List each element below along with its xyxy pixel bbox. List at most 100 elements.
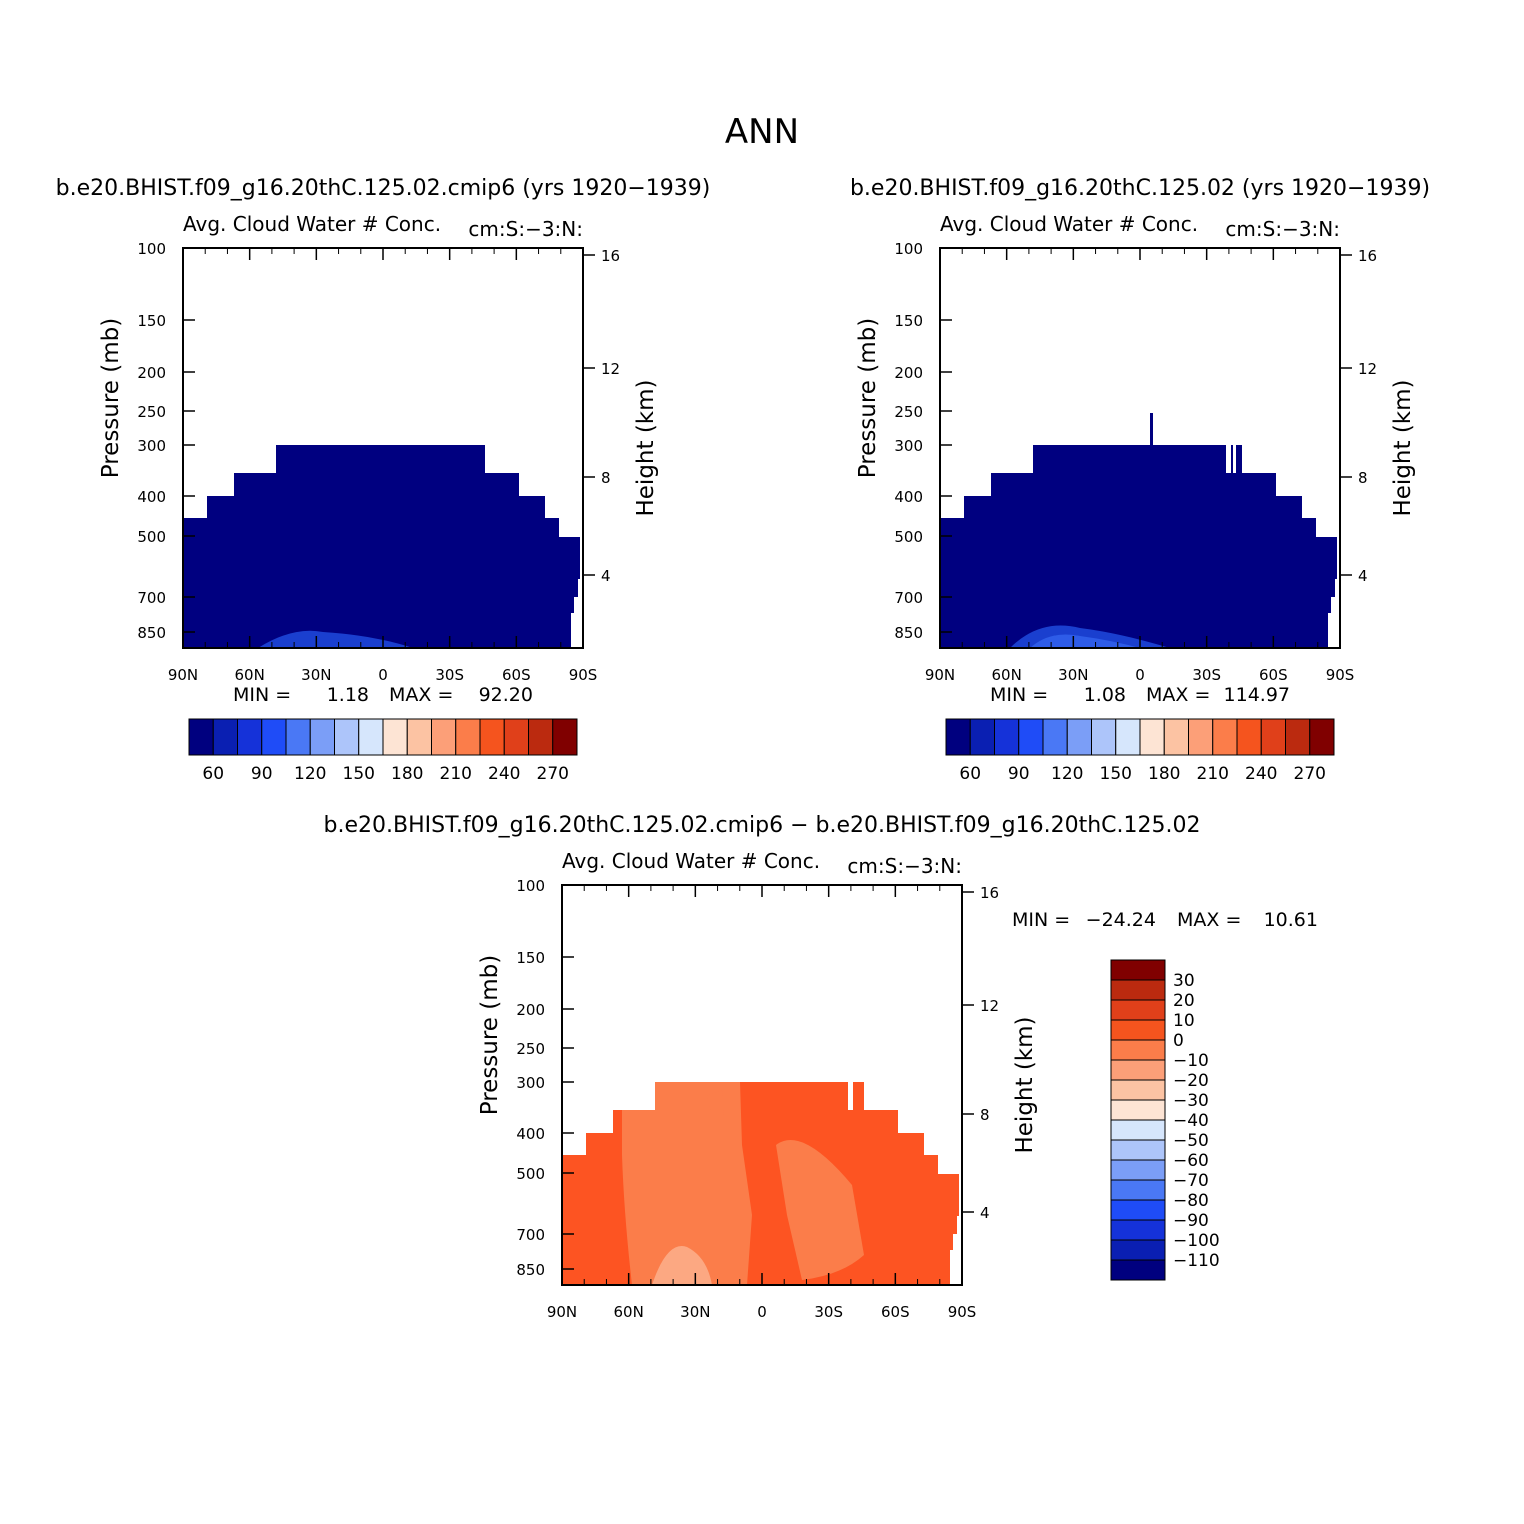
case-title: b.e20.BHIST.f09_g16.20thC.125.02.cmip6 −…: [324, 813, 1201, 838]
diff-fill-main: [707, 1090, 724, 1117]
case-title: b.e20.BHIST.f09_g16.20thC.125.02 (yrs 19…: [850, 176, 1430, 201]
x-tick-label: 30N: [301, 666, 331, 684]
y-right-tick-label: 12: [1358, 360, 1377, 378]
y-tick-label: 300: [894, 437, 923, 455]
colorbar-box: [479, 718, 505, 756]
colorbar-label: −20: [1173, 1071, 1209, 1091]
colorbar-label: 210: [440, 764, 472, 784]
case-title: b.e20.BHIST.f09_g16.20thC.125.02.cmip6 (…: [56, 176, 711, 201]
y-tick-label: 150: [894, 312, 923, 330]
variable-label: Avg. Cloud Water # Conc.: [562, 849, 820, 873]
colorbar-box: [1110, 979, 1166, 1001]
colorbar-label: 180: [1148, 764, 1180, 784]
x-tick-label: 60S: [1259, 666, 1288, 684]
y-right-axis-title: Height (km): [1390, 379, 1416, 516]
field-gap: [1226, 445, 1231, 473]
colorbar-label: 30: [1173, 971, 1195, 991]
colorbar-box: [1110, 1159, 1166, 1181]
figure-title: ANN: [725, 112, 799, 152]
y-tick-label: 250: [137, 403, 166, 421]
field-fill: [183, 445, 580, 648]
y-right-tick-label: 4: [980, 1204, 990, 1222]
colorbar-label: 270: [537, 764, 569, 784]
colorbar-label: 20: [1173, 991, 1195, 1011]
colorbar-box: [1110, 1179, 1166, 1201]
colorbar-box: [1285, 718, 1311, 756]
y-right-tick-label: 16: [980, 884, 999, 902]
colorbar-box: [285, 718, 311, 756]
colorbar-label: 60: [202, 764, 224, 784]
y-axis-title: Pressure (mb): [855, 318, 881, 478]
colorbar-label: 0: [1173, 1031, 1184, 1051]
colorbar-label: 120: [294, 764, 326, 784]
colorbar-label: −80: [1173, 1191, 1209, 1211]
min-label: MIN =: [1012, 909, 1070, 931]
colorbar-box: [1110, 1059, 1166, 1081]
min-value: 1.08: [1084, 684, 1126, 706]
y-tick-label: 500: [516, 1165, 545, 1183]
x-tick-label: 90S: [1326, 666, 1355, 684]
y-tick-label: 850: [137, 624, 166, 642]
colorbar-label: 240: [1245, 764, 1277, 784]
min-label: MIN =: [233, 684, 291, 706]
colorbar-box: [503, 718, 529, 756]
colorbar-box: [382, 718, 408, 756]
panel-case-1: b.e20.BHIST.f09_g16.20thC.125.02.cmip6 (…: [56, 176, 711, 784]
field-region: [562, 1082, 959, 1285]
y-right-tick-label: 16: [1358, 247, 1377, 265]
colorbar-box: [1018, 718, 1044, 756]
colorbar-box: [552, 718, 578, 756]
colorbar-box: [1309, 718, 1335, 756]
x-tick-label: 60N: [235, 666, 265, 684]
y-tick-label: 200: [894, 364, 923, 382]
colorbar-box: [309, 718, 335, 756]
y-right-tick-label: 4: [1358, 567, 1368, 585]
units-label: cm:S:−3:N:: [468, 217, 583, 241]
colorbar-label: −50: [1173, 1131, 1209, 1151]
y-right-tick-label: 4: [601, 567, 611, 585]
x-tick-label: 60S: [881, 1303, 910, 1321]
y-right-axis-title: Height (km): [633, 379, 659, 516]
colorbar-box: [1110, 1119, 1166, 1141]
colorbar-label: 150: [343, 764, 375, 784]
y-tick-label: 100: [894, 240, 923, 258]
colorbar-box: [1110, 1039, 1166, 1061]
colorbar-box: [1163, 718, 1189, 756]
y-right-tick-label: 8: [601, 469, 611, 487]
y-tick-label: 700: [894, 589, 923, 607]
colorbar-box: [455, 718, 481, 756]
max-value: 10.61: [1264, 909, 1318, 931]
field-gap: [848, 1082, 853, 1110]
field-region: [940, 413, 1337, 648]
y-tick-label: 700: [137, 589, 166, 607]
field-region: [183, 445, 580, 648]
colorbar-box: [1188, 718, 1214, 756]
y-tick-label: 400: [137, 488, 166, 506]
y-tick-label: 150: [516, 949, 545, 967]
y-right-axis-title: Height (km): [1012, 1016, 1038, 1153]
colorbar-label: 180: [391, 764, 423, 784]
min-label: MIN =: [990, 684, 1048, 706]
colorbar-label: −60: [1173, 1151, 1209, 1171]
field-fill: [940, 445, 1337, 648]
y-right-tick-label: 16: [601, 247, 620, 265]
colorbar-box: [1110, 1099, 1166, 1121]
y-right-tick-label: 12: [980, 997, 999, 1015]
x-tick-label: 30S: [1192, 666, 1221, 684]
x-tick-label: 30S: [435, 666, 464, 684]
y-tick-label: 300: [137, 437, 166, 455]
x-tick-label: 30N: [680, 1303, 710, 1321]
colorbar-box: [1042, 718, 1068, 756]
y-tick-label: 400: [894, 488, 923, 506]
colorbar-label: 60: [959, 764, 981, 784]
colorbar-label: −10: [1173, 1051, 1209, 1071]
colorbar-box: [1110, 999, 1166, 1021]
x-tick-label: 0: [757, 1303, 767, 1321]
y-tick-label: 850: [516, 1261, 545, 1279]
y-tick-label: 100: [516, 877, 545, 895]
colorbar-box: [212, 718, 238, 756]
field-shade: [1030, 634, 1140, 648]
colorbar-label: 90: [251, 764, 273, 784]
colorbar-label: −110: [1173, 1251, 1220, 1271]
max-label: MAX =: [389, 684, 453, 706]
